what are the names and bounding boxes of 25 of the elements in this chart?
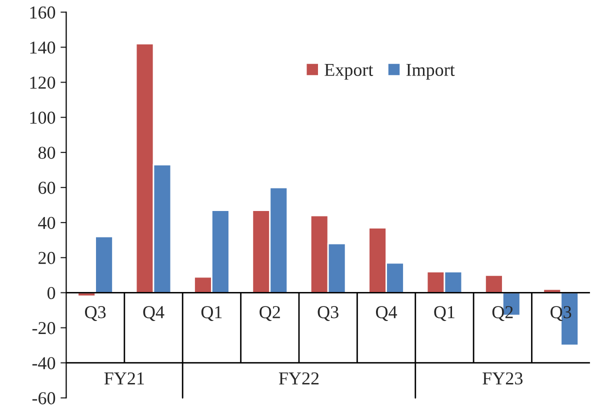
x-tick-label: Q4 (376, 306, 398, 321)
y-tick-label: 60 (38, 182, 56, 194)
annotation: FY22 (278, 372, 319, 384)
y-tick-label: 80 (38, 146, 56, 159)
y-tick-label: 140 (30, 42, 56, 54)
x-tick-label: Q2 (260, 306, 280, 321)
annotation: FY23 (482, 372, 523, 385)
x-tick-label: Q4 (143, 306, 164, 321)
x-tick-label: Q3 (85, 306, 106, 321)
x-tick-label: Q3 (318, 306, 338, 321)
y-tick-label: 100 (30, 112, 56, 124)
y-tick-label: -20 (32, 322, 56, 334)
annotation: FY21 (104, 372, 144, 384)
legend-label: Import (406, 64, 455, 80)
y-tick-label: 160 (30, 6, 56, 19)
y-tick-label: 120 (30, 76, 56, 89)
y-tick-label: 0 (47, 286, 56, 300)
x-tick-label: Q1 (434, 306, 454, 321)
y-tick-label: -60 (32, 392, 56, 404)
y-tick-label: 20 (38, 252, 56, 264)
y-tick-label: 40 (38, 216, 56, 230)
y-tick-label: -40 (32, 357, 56, 370)
x-tick-label: Q1 (201, 306, 222, 321)
legend-label: Export (324, 64, 374, 80)
x-tick-label: Q2 (492, 306, 513, 321)
